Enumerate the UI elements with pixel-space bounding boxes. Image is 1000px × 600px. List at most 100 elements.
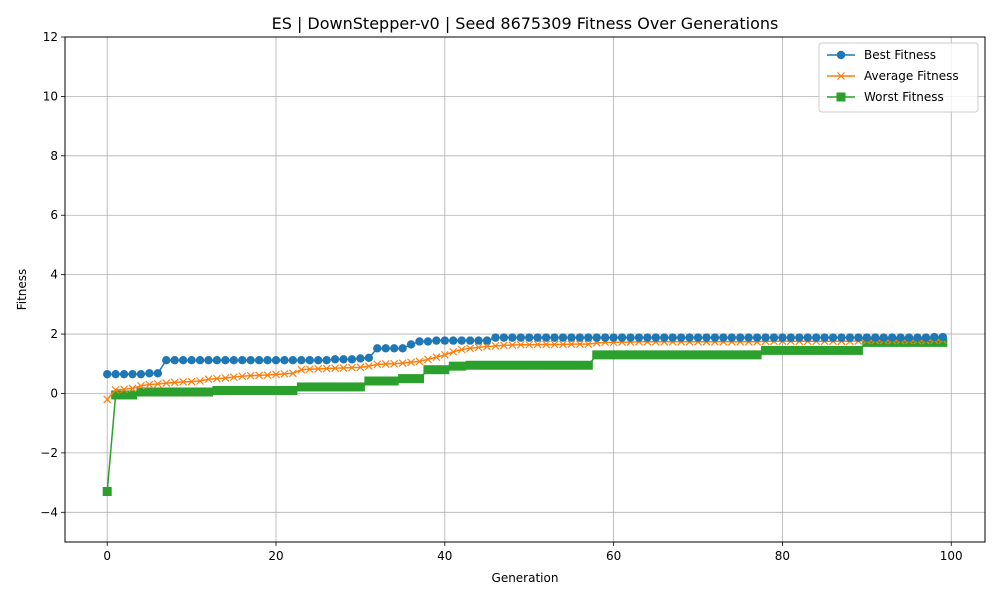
best-fitness-point: [339, 355, 348, 364]
average-fitness-point: [398, 359, 407, 368]
worst-fitness-point: [676, 350, 686, 360]
best-fitness-point: [913, 333, 922, 342]
best-fitness-point: [432, 336, 441, 345]
best-fitness-point: [938, 332, 947, 342]
average-fitness-point: [474, 343, 483, 352]
best-fitness-point: [752, 333, 762, 342]
x-tick-label: 20: [268, 549, 283, 563]
worst-fitness-point: [921, 337, 931, 347]
average-fitness-point: [162, 379, 171, 387]
best-fitness-point: [297, 356, 306, 365]
best-fitness-point: [389, 344, 399, 353]
worst-fitness-point: [761, 345, 771, 355]
best-fitness-point: [643, 333, 652, 342]
average-fitness-point: [238, 372, 247, 381]
best-fitness-point: [187, 356, 196, 365]
worst-fitness-point: [718, 350, 728, 360]
worst-fitness-point: [912, 337, 922, 347]
best-fitness-point: [178, 356, 188, 365]
average-fitness-point: [440, 350, 449, 359]
best-fitness-point: [567, 333, 576, 342]
average-fitness-point: [584, 340, 593, 349]
best-fitness-point: [212, 356, 222, 365]
best-fitness-point: [364, 353, 374, 363]
y-tick-label: −2: [40, 446, 58, 460]
worst-fitness-series: [102, 337, 948, 496]
best-fitness-legend-marker: [836, 50, 846, 60]
worst-fitness-point: [372, 376, 382, 386]
worst-fitness-point: [474, 360, 484, 370]
best-fitness-point: [314, 356, 323, 365]
worst-fitness-point: [220, 386, 230, 395]
average-fitness-point: [373, 360, 382, 369]
y-tick-label: 0: [50, 386, 58, 400]
average-fitness-point: [550, 340, 559, 349]
average-fitness-point: [348, 363, 356, 372]
y-tick-label: −4: [40, 505, 58, 519]
worst-fitness-point: [102, 487, 112, 496]
worst-fitness-point: [870, 337, 880, 347]
worst-fitness-point: [347, 382, 357, 392]
worst-fitness-point: [296, 382, 306, 392]
worst-fitness-point: [735, 350, 745, 360]
average-fitness-point: [407, 358, 415, 367]
best-fitness-point: [440, 336, 450, 345]
worst-fitness-point: [668, 350, 678, 360]
average-fitness-point: [111, 385, 120, 394]
average-fitness-point: [575, 340, 584, 349]
average-fitness-point: [280, 369, 289, 378]
worst-fitness-point: [853, 345, 863, 355]
y-tick-label: 8: [50, 149, 58, 163]
worst-fitness-point: [541, 360, 551, 370]
worst-fitness-point: [263, 386, 273, 395]
average-fitness-point: [508, 341, 517, 349]
average-fitness-point: [424, 355, 432, 364]
worst-fitness-point: [896, 337, 906, 347]
best-fitness-point: [769, 333, 779, 342]
worst-fitness-point: [339, 382, 349, 392]
worst-fitness-point: [879, 337, 889, 347]
best-fitness-point: [525, 333, 534, 342]
best-fitness-point: [837, 333, 846, 342]
worst-fitness-point: [237, 386, 247, 395]
best-fitness-point: [600, 333, 610, 342]
average-fitness-point: [170, 378, 179, 387]
average-fitness-point: [145, 380, 154, 389]
x-tick-label: 100: [940, 549, 963, 563]
best-fitness-point: [457, 336, 466, 345]
worst-fitness-point: [423, 365, 433, 375]
worst-fitness-point: [187, 387, 197, 397]
worst-fitness-point: [398, 374, 408, 384]
ticks: 0 20 40 60 80 100 −4 −2 0 2 4 6 8 10 12: [40, 30, 962, 563]
worst-fitness-point: [524, 360, 534, 370]
worst-fitness-point: [136, 387, 146, 397]
best-fitness-point: [845, 333, 855, 342]
worst-fitness-point: [119, 390, 129, 400]
worst-fitness-point: [617, 350, 627, 360]
average-fitness-point: [314, 364, 323, 373]
worst-fitness-point: [271, 386, 281, 395]
worst-fitness-point: [550, 360, 560, 370]
worst-fitness-point: [929, 337, 939, 347]
average-fitness-point: [449, 347, 458, 356]
average-fitness-point: [390, 359, 399, 368]
worst-fitness-point: [355, 382, 365, 392]
best-fitness-point: [145, 369, 154, 378]
worst-fitness-point: [828, 345, 838, 355]
best-fitness-point: [322, 356, 331, 365]
best-fitness-point: [719, 333, 728, 342]
best-fitness-point: [584, 333, 593, 342]
average-fitness-point: [196, 377, 204, 385]
best-fitness-point: [795, 333, 804, 342]
worst-fitness-point: [651, 350, 661, 360]
average-fitness-point: [491, 342, 500, 350]
x-tick-label: 40: [437, 549, 452, 563]
best-fitness-point: [508, 333, 517, 342]
average-fitness-point: [542, 340, 551, 349]
y-tick-label: 6: [50, 208, 58, 222]
best-fitness-point: [778, 333, 787, 342]
worst-fitness-point: [642, 350, 652, 360]
best-fitness-point: [162, 356, 171, 365]
worst-fitness-point: [178, 387, 188, 397]
